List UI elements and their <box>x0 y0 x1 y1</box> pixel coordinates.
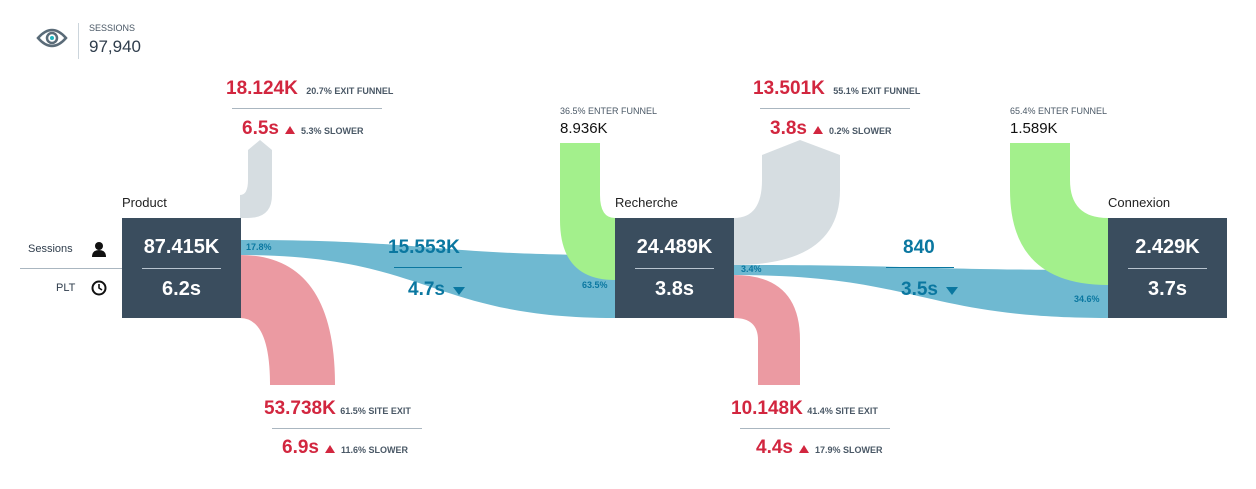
node-sessions: 2.429K <box>1135 236 1200 258</box>
node-product[interactable]: 87.415K 6.2s <box>122 218 241 318</box>
exit-funnel-recherche[interactable]: 13.501K 55.1% EXIT FUNNEL <box>753 78 920 100</box>
exit-flow-recherche <box>734 140 840 265</box>
exit-time-recherche: 3.8s 0.2% SLOWER <box>770 118 892 140</box>
row-divider <box>20 268 122 269</box>
site-exit-pct: 61.5% SITE EXIT <box>340 406 411 416</box>
exit-delta: 5.3% SLOWER <box>300 126 364 136</box>
exit-time: 3.8s <box>770 118 807 139</box>
row-label-plt: PLT <box>56 282 76 294</box>
user-icon <box>91 241 107 262</box>
site-exit-time-recherche: 4.4s 17.9% SLOWER <box>756 437 883 458</box>
sessions-label: SESSIONS <box>89 23 136 33</box>
link-value[interactable]: 15.553K <box>388 237 460 258</box>
divider <box>232 108 382 109</box>
row-label-sessions: Sessions <box>28 243 73 255</box>
exit-pct: 20.7% EXIT FUNNEL <box>306 86 394 96</box>
link-out-pct: 17.8% <box>246 242 272 252</box>
divider <box>394 267 462 268</box>
up-arrow-icon <box>324 445 335 453</box>
site-exit-product[interactable]: 53.738K 61.5% SITE EXIT <box>264 398 411 420</box>
link-flow-product-recherche <box>240 240 615 318</box>
enter-value-recherche: 8.936K <box>560 120 608 137</box>
link-out-pct: 3.4% <box>741 264 762 274</box>
enter-pct-recherche: 36.5% ENTER FUNNEL <box>560 106 658 116</box>
node-label-product: Product <box>122 195 167 210</box>
up-arrow-icon <box>812 126 823 134</box>
site-exit-time-product: 6.9s 11.6% SLOWER <box>282 437 409 458</box>
enter-pct-connexion: 65.4% ENTER FUNNEL <box>1010 106 1108 116</box>
enter-flow-recherche <box>560 143 615 280</box>
node-connexion[interactable]: 2.429K 3.7s <box>1108 218 1227 318</box>
link-time: 3.5s <box>901 279 958 301</box>
node-plt: 3.8s <box>655 278 694 300</box>
exit-time: 6.5s <box>242 118 279 139</box>
link-value[interactable]: 840 <box>903 237 935 258</box>
node-label-connexion: Connexion <box>1108 195 1171 210</box>
down-arrow-icon <box>945 287 958 295</box>
exit-value: 18.124K <box>226 78 298 99</box>
up-arrow-icon <box>798 445 809 453</box>
eye-icon <box>36 26 68 55</box>
site-exit-value: 10.148K <box>731 398 803 419</box>
site-exit-flow-recherche <box>734 275 800 385</box>
divider <box>886 267 954 268</box>
exit-pct: 55.1% EXIT FUNNEL <box>833 86 921 96</box>
exit-delta: 0.2% SLOWER <box>828 126 892 136</box>
clock-icon <box>91 280 107 301</box>
link-flow-recherche-connexion <box>734 265 1108 318</box>
link-time: 4.7s <box>408 279 465 301</box>
node-plt: 3.7s <box>1148 278 1187 300</box>
site-exit-pct: 41.4% SITE EXIT <box>807 406 878 416</box>
exit-flow-product <box>240 140 272 218</box>
link-in-pct: 63.5% <box>582 280 608 290</box>
link-in-pct: 34.6% <box>1074 294 1100 304</box>
header-divider <box>78 23 79 59</box>
enter-flow-connexion <box>1010 143 1108 285</box>
site-exit-value: 53.738K <box>264 398 336 419</box>
node-label-recherche: Recherche <box>615 195 678 210</box>
site-exit-recherche[interactable]: 10.148K 41.4% SITE EXIT <box>731 398 878 420</box>
divider <box>272 428 422 429</box>
up-arrow-icon <box>284 126 295 134</box>
node-sessions: 87.415K <box>143 236 220 258</box>
divider <box>740 428 890 429</box>
site-exit-flow-product <box>240 255 335 385</box>
node-plt: 6.2s <box>162 278 201 300</box>
node-sessions: 24.489K <box>636 236 713 258</box>
divider <box>760 108 910 109</box>
exit-time-product: 6.5s 5.3% SLOWER <box>242 118 364 140</box>
down-arrow-icon <box>452 287 465 295</box>
sessions-total: 97,940 <box>89 37 141 56</box>
node-recherche[interactable]: 24.489K 3.8s <box>615 218 734 318</box>
exit-value: 13.501K <box>753 78 825 99</box>
exit-funnel-product[interactable]: 18.124K 20.7% EXIT FUNNEL <box>226 78 393 100</box>
enter-value-connexion: 1.589K <box>1010 120 1058 137</box>
